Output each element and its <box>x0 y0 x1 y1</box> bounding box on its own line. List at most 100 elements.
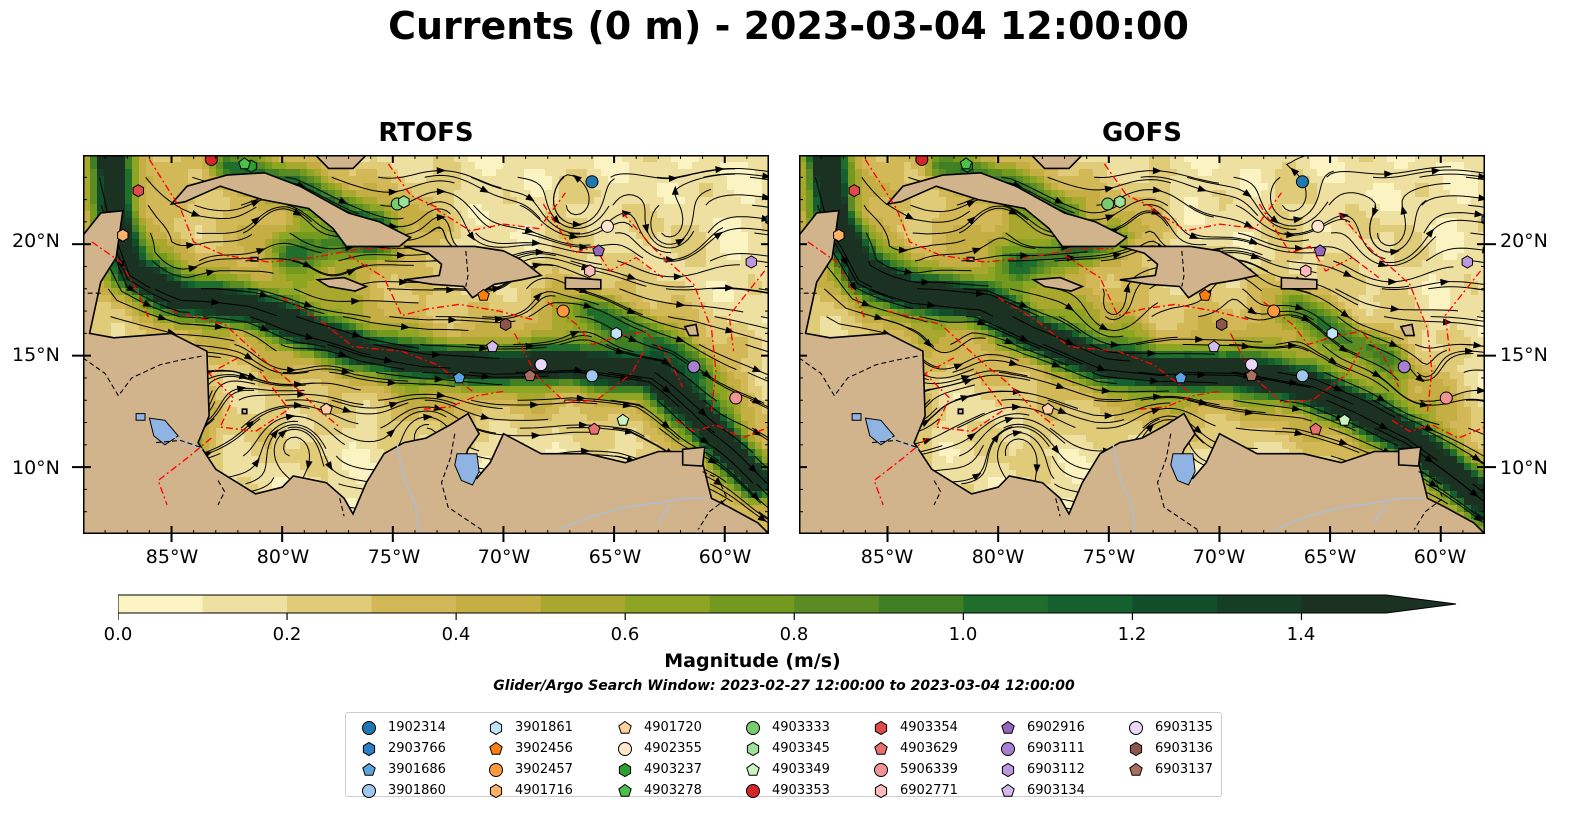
legend-marker-4901720 <box>618 720 632 734</box>
hexagon-marker-icon <box>489 720 503 735</box>
legend-item: 3901860 <box>360 780 446 801</box>
float-marker-6902771 <box>584 264 596 278</box>
float-marker-4901716 <box>833 228 845 242</box>
float-marker-4903629 <box>1309 422 1322 435</box>
colorbar-segment <box>1301 595 1387 613</box>
lon-label-70w-rtofs: 70°W <box>477 546 531 568</box>
legend-item: 6903134 <box>999 780 1085 801</box>
hexagon-marker-icon <box>746 741 760 756</box>
circle-marker-icon <box>362 783 376 798</box>
lon-label-85w-gofs: 85°W <box>860 546 914 568</box>
legend-label: 4901720 <box>644 720 702 735</box>
legend-item: 4901716 <box>487 780 573 801</box>
legend-label: 4901716 <box>515 783 573 798</box>
colorbar-tick: 0.8 <box>779 624 809 645</box>
circle-marker-icon <box>618 741 632 756</box>
pentagon-marker-icon <box>618 783 632 797</box>
legend-item: 6903137 <box>1127 759 1213 780</box>
legend-item: 4903237 <box>616 759 702 780</box>
legend-marker-4902355 <box>618 741 632 756</box>
colorbar-label: Magnitude (m/s) <box>664 650 841 672</box>
lon-label-60w-rtofs: 60°W <box>698 546 752 568</box>
circle-marker-icon <box>746 783 760 798</box>
legend-marker-3902456 <box>489 741 503 755</box>
lat-label-20n-right: 20°N <box>1500 230 1548 252</box>
float-marker-6902916 <box>1313 244 1327 257</box>
hexagon-marker-icon <box>874 783 888 798</box>
lon-label-80w-gofs: 80°W <box>971 546 1025 568</box>
hexagon-marker-icon <box>618 762 632 777</box>
colorbar-segment <box>540 595 626 613</box>
legend-label: 4903354 <box>900 720 958 735</box>
float-marker-4901716 <box>117 228 129 242</box>
hexagon-marker-icon <box>489 783 503 798</box>
legend-label: 4903278 <box>644 783 702 798</box>
float-markers <box>833 155 1485 435</box>
float-markers <box>117 155 769 435</box>
legend-label: 6903136 <box>1155 741 1213 756</box>
colorbar-segment <box>794 595 880 613</box>
pentagon-marker-icon <box>489 741 503 755</box>
float-marker-6902771 <box>1300 264 1312 278</box>
lon-label-85w-rtofs: 85°W <box>145 546 199 568</box>
lat-label-10n-right: 10°N <box>1500 457 1548 479</box>
float-marker-3901860 <box>1295 369 1309 383</box>
colorbar-segment <box>1216 595 1302 613</box>
legend-label: 6902771 <box>900 783 958 798</box>
legend-marker-4903345 <box>746 741 760 756</box>
float-marker-6903135 <box>1245 358 1259 372</box>
float-marker-4902355 <box>1311 219 1325 233</box>
colorbar-tick: 1.4 <box>1286 624 1316 645</box>
rtofs-map[interactable] <box>83 155 769 534</box>
legend-label: 3902456 <box>515 741 573 756</box>
lon-label-75w-rtofs: 75°W <box>367 546 421 568</box>
float-marker-5906339 <box>729 391 743 405</box>
hexagon-marker-icon <box>1001 762 1015 777</box>
legend-label: 6903111 <box>1027 741 1085 756</box>
pentagon-marker-icon <box>618 720 632 734</box>
float-marker-3901686 <box>1174 371 1187 384</box>
float-marker-3901860 <box>585 369 599 383</box>
figure-title: Currents (0 m) - 2023-03-04 12:00:00 <box>388 4 1189 48</box>
pentagon-marker-icon <box>1001 783 1015 797</box>
legend-label: 4903345 <box>772 741 830 756</box>
map-frame <box>83 155 769 534</box>
circle-marker-icon <box>1001 741 1015 756</box>
colorbar-segment <box>625 595 711 613</box>
rivers <box>887 435 1423 534</box>
float-marker-3902457 <box>1267 304 1281 318</box>
float-marker-1902314 <box>1295 175 1309 189</box>
legend-item: 6903135 <box>1127 717 1213 738</box>
gofs-map[interactable] <box>799 155 1485 534</box>
legend-label: 4902355 <box>644 741 702 756</box>
float-marker-4903349 <box>1338 413 1351 426</box>
float-marker-6903112 <box>745 255 757 269</box>
colorbar-tick: 1.2 <box>1117 624 1147 645</box>
colorbar-segment <box>1132 595 1218 613</box>
float-marker-3902456 <box>477 288 490 301</box>
legend-label: 3901861 <box>515 720 573 735</box>
colorbar-tick: 0.4 <box>441 624 471 645</box>
legend-label: 6903137 <box>1155 762 1213 777</box>
legend-item: 3902457 <box>487 759 573 780</box>
legend-marker-1902314 <box>362 720 376 735</box>
legend-item: 4903345 <box>744 738 830 759</box>
legend-marker-3902457 <box>489 762 503 777</box>
float-marker-4901720 <box>1041 402 1055 415</box>
pentagon-marker-icon <box>1001 720 1015 734</box>
lon-label-65w-gofs: 65°W <box>1303 546 1357 568</box>
legend-item: 6903112 <box>999 759 1085 780</box>
float-marker-4903333 <box>1101 197 1115 211</box>
legend-marker-4903333 <box>746 720 760 735</box>
legend-item: 4902355 <box>616 738 702 759</box>
legend-column: 6903135 6903136 6903137 <box>1127 717 1213 780</box>
float-marker-4903345 <box>398 195 410 209</box>
float-marker-6903112 <box>1461 255 1473 269</box>
lat-label-15n-right: 15°N <box>1500 344 1548 366</box>
float-marker-4903345 <box>1114 195 1126 209</box>
legend-marker-4903237 <box>618 762 632 777</box>
legend-label: 6903112 <box>1027 762 1085 777</box>
panel-title-gofs: GOFS <box>1102 118 1182 148</box>
eez-boundaries <box>807 159 1485 506</box>
legend-label: 4903349 <box>772 762 830 777</box>
